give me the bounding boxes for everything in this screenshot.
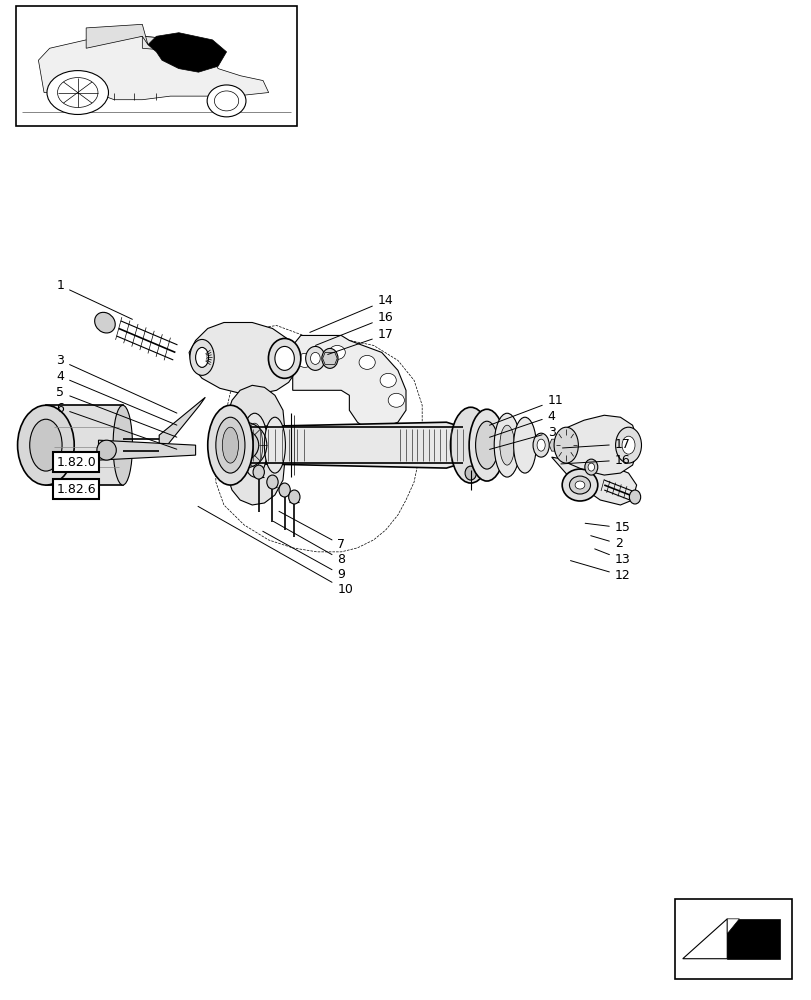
Polygon shape	[727, 919, 779, 959]
Ellipse shape	[621, 436, 634, 454]
Polygon shape	[548, 439, 559, 451]
Ellipse shape	[465, 466, 476, 480]
Polygon shape	[224, 385, 285, 505]
Text: 3: 3	[489, 426, 555, 449]
Ellipse shape	[500, 425, 514, 465]
Polygon shape	[148, 33, 226, 72]
Polygon shape	[322, 352, 337, 364]
Polygon shape	[142, 36, 184, 52]
Ellipse shape	[288, 490, 299, 504]
Polygon shape	[159, 397, 205, 455]
Ellipse shape	[450, 407, 491, 483]
Ellipse shape	[195, 347, 208, 367]
Polygon shape	[727, 919, 739, 934]
Ellipse shape	[30, 419, 62, 471]
Text: 16: 16	[560, 454, 630, 467]
Text: 17: 17	[328, 328, 393, 354]
Text: 15: 15	[585, 521, 630, 534]
Ellipse shape	[321, 348, 337, 368]
Polygon shape	[86, 24, 148, 48]
Ellipse shape	[584, 459, 597, 475]
Ellipse shape	[113, 405, 132, 485]
Ellipse shape	[242, 413, 268, 477]
Text: 14: 14	[310, 294, 393, 332]
Text: 9: 9	[263, 531, 345, 581]
Bar	[46, 405, 122, 485]
Ellipse shape	[208, 405, 253, 485]
Bar	[674, 899, 791, 979]
Polygon shape	[551, 457, 636, 505]
Text: 1: 1	[56, 279, 132, 319]
Text: 1.82.6: 1.82.6	[56, 483, 96, 496]
Ellipse shape	[247, 423, 263, 467]
Polygon shape	[292, 335, 406, 428]
Ellipse shape	[587, 463, 594, 471]
Ellipse shape	[279, 483, 290, 497]
Text: 13: 13	[594, 549, 630, 566]
Text: 3: 3	[56, 354, 177, 413]
Ellipse shape	[222, 427, 238, 463]
Ellipse shape	[536, 439, 544, 451]
Ellipse shape	[268, 338, 300, 378]
Ellipse shape	[532, 433, 548, 457]
Text: 12: 12	[570, 561, 630, 582]
Ellipse shape	[47, 71, 109, 114]
Ellipse shape	[574, 481, 584, 489]
Ellipse shape	[629, 490, 640, 504]
Ellipse shape	[216, 417, 245, 473]
Ellipse shape	[305, 346, 324, 370]
Ellipse shape	[190, 339, 214, 375]
Text: 17: 17	[562, 438, 630, 451]
Ellipse shape	[328, 345, 345, 359]
Polygon shape	[559, 415, 636, 475]
Text: 5: 5	[56, 386, 177, 437]
Text: 6: 6	[56, 402, 177, 449]
Polygon shape	[189, 322, 300, 394]
Ellipse shape	[230, 430, 259, 460]
Polygon shape	[38, 36, 268, 100]
Polygon shape	[98, 440, 195, 460]
Text: 7: 7	[279, 511, 345, 551]
Text: 4: 4	[56, 370, 177, 425]
Ellipse shape	[561, 469, 597, 501]
Text: 4: 4	[489, 410, 555, 437]
Ellipse shape	[296, 353, 312, 367]
Text: 10: 10	[198, 506, 353, 596]
Ellipse shape	[253, 465, 264, 479]
Ellipse shape	[475, 421, 498, 469]
Text: 11: 11	[489, 394, 563, 425]
Ellipse shape	[267, 475, 278, 489]
Ellipse shape	[97, 440, 116, 460]
Ellipse shape	[207, 85, 246, 117]
Text: 16: 16	[315, 311, 393, 345]
Polygon shape	[682, 919, 727, 959]
Ellipse shape	[513, 417, 535, 473]
Text: 8: 8	[273, 521, 345, 566]
Polygon shape	[224, 422, 462, 468]
Ellipse shape	[358, 355, 375, 369]
Text: 2: 2	[590, 536, 622, 550]
Ellipse shape	[494, 413, 520, 477]
Ellipse shape	[264, 417, 285, 473]
Polygon shape	[216, 325, 422, 552]
Ellipse shape	[380, 373, 396, 387]
Ellipse shape	[310, 352, 320, 364]
Ellipse shape	[275, 346, 294, 370]
Ellipse shape	[469, 409, 504, 481]
Ellipse shape	[95, 312, 115, 333]
Ellipse shape	[388, 393, 404, 407]
Ellipse shape	[569, 476, 590, 494]
Ellipse shape	[553, 427, 577, 463]
Text: 1.82.0: 1.82.0	[56, 456, 96, 469]
Ellipse shape	[18, 405, 74, 485]
Ellipse shape	[615, 427, 641, 463]
Bar	[16, 6, 296, 126]
